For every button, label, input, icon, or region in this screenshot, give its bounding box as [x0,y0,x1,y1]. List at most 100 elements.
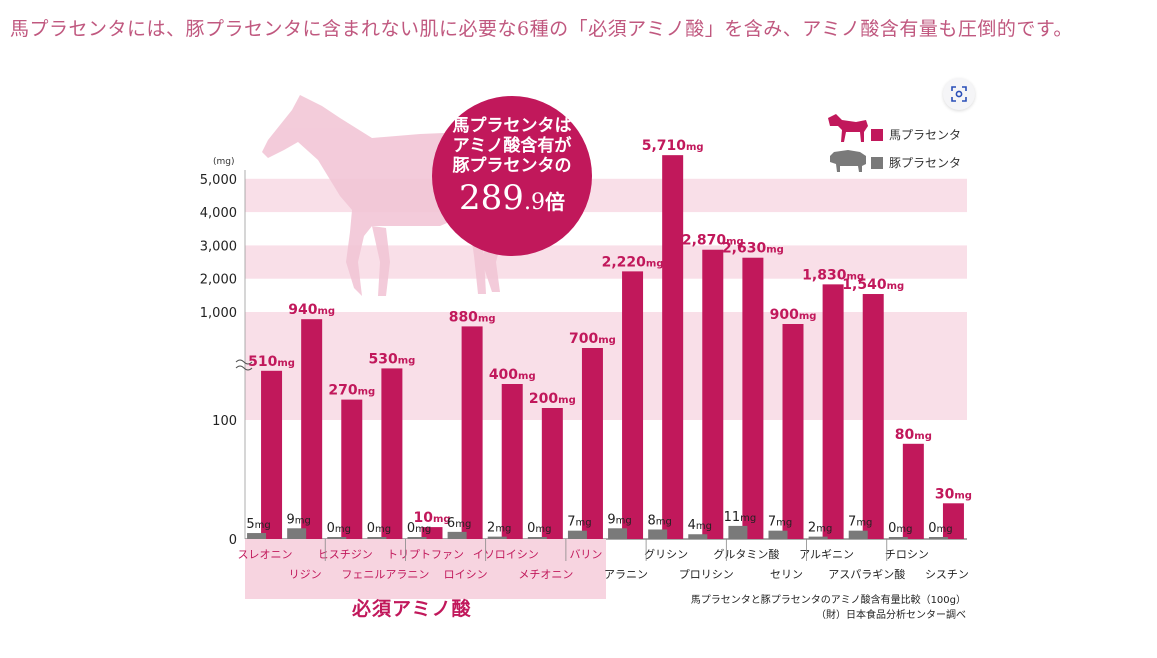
expand-view-button[interactable] [943,78,975,110]
horse-value-label: 1,830mg [802,267,864,283]
horse-bar [541,408,563,539]
horse-value-label: 200mg [529,391,576,407]
horse-value-label: 940mg [288,302,335,318]
pig-value-label: 0mg [407,521,431,536]
pig-bar [287,528,307,539]
horse-value-label: 510mg [248,354,295,370]
pig-bar [527,537,547,539]
legend-item-pig: 豚プラセンタ [825,154,961,171]
horse-bar [461,326,483,539]
horse-bar [902,443,924,539]
horse-value-label: 5,710mg [642,138,704,154]
source-line-2: （財）日本食品分析センター調べ [816,610,966,621]
pig-bar [608,528,628,539]
x-tick-label: ヒスチジン [318,548,373,561]
pig-value-label: 6mg [447,516,471,531]
horse-value-label: 880mg [449,309,496,325]
background-band [245,245,967,279]
pig-value-label: 7mg [567,515,591,530]
legend-label-pig: 豚プラセンタ [889,156,962,170]
y-unit-label: (mg) [213,157,235,167]
pig-value-label: 2mg [808,521,832,536]
page-headline: 馬プラセンタには、豚プラセンタに含まれない肌に必要な6種の「必須アミノ酸」を含み… [10,18,1073,40]
pig-value-label: 7mg [768,515,792,530]
horse-silhouette-icon [828,114,868,142]
pig-bar [487,536,507,539]
y-tick-label: 0 [229,533,237,548]
legend-icons [828,114,868,172]
pig-value-label: 0mg [527,521,551,536]
horse-value-label: 900mg [770,307,817,323]
background-bands [245,178,967,420]
multiplier-int: 289 [459,178,524,218]
x-tick-label: アルギニン [799,548,854,561]
horse-value-label: 270mg [328,383,375,399]
horse-bar [622,271,644,539]
pig-bar [247,533,267,539]
x-tick-label: スレオニン [238,548,293,561]
pig-bar [407,537,427,539]
x-tick-label: セリン [770,568,803,581]
pig-bar [567,530,587,539]
pig-bar [808,536,828,539]
horse-bar [942,503,964,539]
legend-label-horse: 馬プラセンタ [889,128,962,142]
horse-value-label: 2,220mg [602,254,664,270]
horse-value-label: 10mg [413,510,450,526]
bars: 510mg5mg940mg9mg270mg0mg530mg0mg10mg0mg8… [246,138,972,540]
essential-amino-acids-label: 必須アミノ酸 [352,598,472,620]
pig-bar [728,525,748,539]
horse-value-label: 1,540mg [842,277,904,293]
pig-bar [648,529,668,539]
horse-bar [782,324,804,539]
pig-value-label: 7mg [848,515,872,530]
callout-multiplier: 289.9倍 [432,178,592,218]
y-tick-label: 2,000 [200,273,237,288]
callout-line-3: 豚プラセンタの [452,156,572,176]
x-tick-label: チロシン [885,548,929,561]
horse-bar [341,399,363,539]
essential-label-band [245,539,606,599]
pig-bar [327,537,347,539]
pig-value-label: 0mg [327,521,351,536]
y-axis: (mg) 0 100 1,000 2,000 3,000 4,000 5,000 [200,157,967,548]
x-tick-label: アラニン [604,568,648,581]
pig-value-label: 4mg [688,518,712,533]
horse-bar [862,294,884,539]
x-tick-label: メチオニン [518,568,573,581]
pig-bar [928,537,948,539]
pig-bar [688,534,708,539]
callout-line-1: 馬プラセンタは [452,116,572,136]
source-line-1: 馬プラセンタと豚プラセンタのアミノ酸含有量比較（100g） [690,595,966,606]
horse-bar [381,368,403,539]
horse-value-label: 400mg [489,367,536,383]
pig-value-label: 0mg [928,521,952,536]
horse-value-label: 2,870mg [682,233,744,249]
y-tick-label: 5,000 [200,173,237,188]
pig-bar [768,530,788,539]
y-tick-label: 3,000 [200,239,237,254]
horse-value-label: 80mg [895,427,932,443]
pig-bar [447,531,467,539]
pig-value-label: 2mg [487,521,511,536]
x-tick-label: グリシン [644,547,688,561]
pig-value-label: 0mg [367,521,391,536]
x-tick-label: トリプトファン [387,548,464,561]
horse-bar [822,284,844,539]
horse-bar [301,319,323,539]
x-tick-label: アスパラギン酸 [828,567,905,581]
horse-value-label: 530mg [368,351,415,367]
pig-bar [367,537,387,539]
x-tick-label: ロイシン [444,568,488,581]
y-tick-label: 100 [212,414,237,429]
pig-silhouette-icon [830,150,866,172]
multiplier-suffix: 倍 [544,190,565,214]
pig-bar [888,537,908,539]
pig-value-label: 5mg [246,517,270,532]
pig-bar [848,530,868,539]
multiplier-dec: .9 [523,190,545,215]
horse-value-label: 700mg [569,331,616,347]
axis-break-mark [235,359,253,371]
